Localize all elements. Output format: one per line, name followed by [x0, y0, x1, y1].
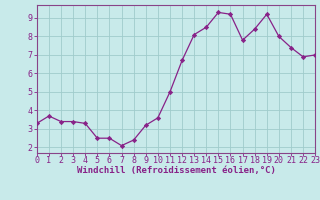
X-axis label: Windchill (Refroidissement éolien,°C): Windchill (Refroidissement éolien,°C): [76, 166, 276, 175]
